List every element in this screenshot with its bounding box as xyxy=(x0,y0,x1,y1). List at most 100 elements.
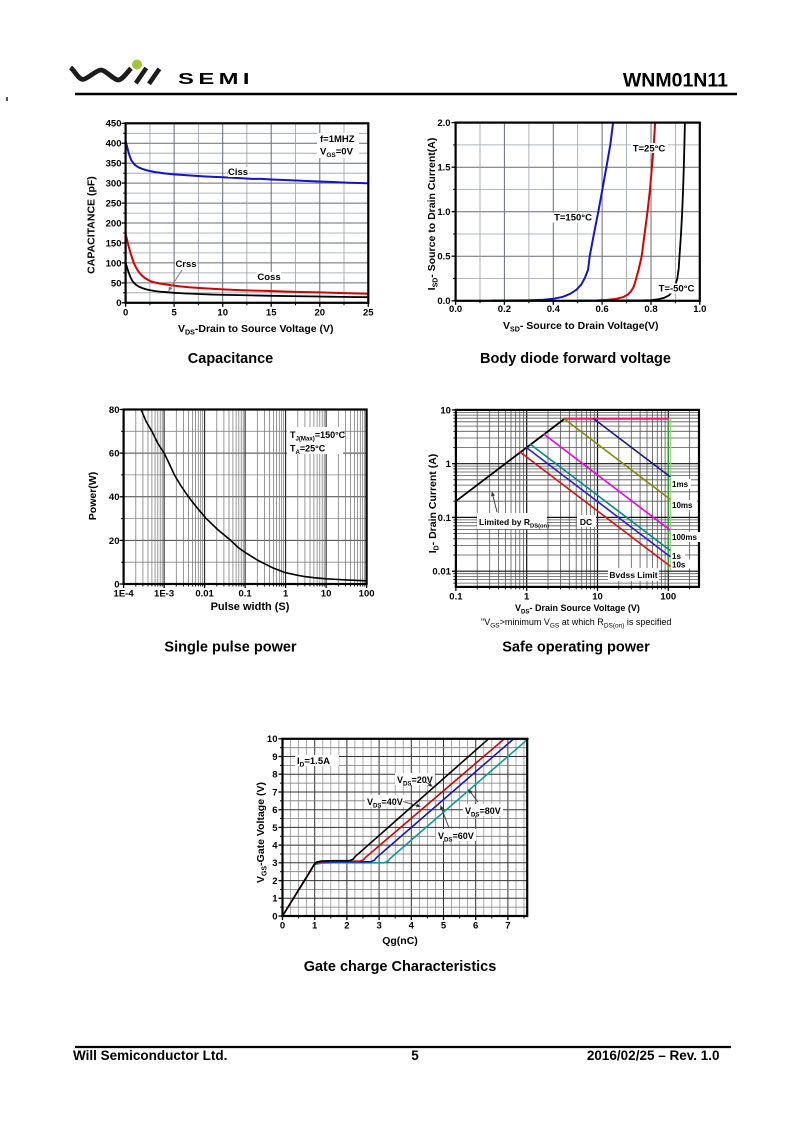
svg-text:Pulse width (S): Pulse width (S) xyxy=(211,601,290,613)
svg-text:Power(W): Power(W) xyxy=(87,472,99,520)
svg-text:2016/02/25 – Rev. 1.0: 2016/02/25 – Rev. 1.0 xyxy=(587,1048,720,1063)
svg-text:1s: 1s xyxy=(672,552,681,561)
svg-text:Ciss: Ciss xyxy=(228,167,248,178)
svg-text:1E-4: 1E-4 xyxy=(114,589,135,600)
svg-text:0.01: 0.01 xyxy=(195,589,214,600)
svg-text:VDS​=40V: VDS​=40V xyxy=(367,797,403,810)
svg-text:2.0: 2.0 xyxy=(437,118,450,129)
svg-text:10: 10 xyxy=(440,405,451,416)
svg-text:20: 20 xyxy=(315,307,326,318)
svg-text:VDS​=80V: VDS​=80V xyxy=(465,806,501,819)
svg-text:2: 2 xyxy=(272,876,277,887)
svg-text:ID​- Drain Current (A): ID​- Drain Current (A) xyxy=(427,454,441,554)
svg-text:SEMI: SEMI xyxy=(178,71,254,88)
svg-text:VGS​-Gate Voltage (V): VGS​-Gate Voltage (V) xyxy=(255,782,269,883)
svg-text:10ms: 10ms xyxy=(672,501,693,510)
svg-text:25: 25 xyxy=(363,307,374,318)
svg-text:Single pulse power: Single pulse power xyxy=(164,640,296,656)
svg-text:0.1: 0.1 xyxy=(438,513,452,524)
svg-text:1: 1 xyxy=(524,591,530,602)
svg-text:Safe operating power: Safe operating power xyxy=(502,640,650,656)
svg-text:7: 7 xyxy=(272,787,277,798)
svg-text:450: 450 xyxy=(106,119,122,130)
svg-text:400: 400 xyxy=(106,139,122,150)
svg-text:DC: DC xyxy=(580,517,592,527)
svg-text:6: 6 xyxy=(473,921,478,932)
svg-text:0.8: 0.8 xyxy=(644,304,657,315)
svg-text:Gate charge Characteristics: Gate charge Characteristics xyxy=(304,959,497,975)
svg-text:Crss: Crss xyxy=(175,259,196,270)
svg-text:VDS​- Drain Source Voltage (V): VDS​- Drain Source Voltage (V) xyxy=(515,603,640,616)
svg-text:ID​=1.5A: ID​=1.5A xyxy=(297,756,330,769)
svg-text:0.01: 0.01 xyxy=(432,567,451,578)
svg-text:1: 1 xyxy=(312,921,318,932)
svg-text:300: 300 xyxy=(106,179,122,190)
svg-text:1E-3: 1E-3 xyxy=(154,589,174,600)
svg-text:1.0: 1.0 xyxy=(437,207,450,218)
svg-text:0.0: 0.0 xyxy=(437,296,450,307)
svg-text:0: 0 xyxy=(114,579,119,590)
svg-text:0.2: 0.2 xyxy=(498,304,511,315)
svg-text:VGS​=0V: VGS​=0V xyxy=(320,147,354,160)
svg-text:100: 100 xyxy=(660,591,676,602)
svg-text:1: 1 xyxy=(272,894,278,905)
svg-text:100: 100 xyxy=(106,258,122,269)
svg-text:10s: 10s xyxy=(672,561,686,570)
svg-text:VSD​- Source to Drain Voltage(: VSD​- Source to Drain Voltage(V) xyxy=(503,320,659,334)
svg-text:VDS​=60V: VDS​=60V xyxy=(438,831,474,844)
svg-text:Will Semiconductor Ltd.: Will Semiconductor Ltd. xyxy=(73,1048,227,1063)
svg-text:1.0: 1.0 xyxy=(693,304,706,315)
svg-text:80: 80 xyxy=(109,405,120,416)
svg-text:3: 3 xyxy=(376,921,381,932)
svg-text:1: 1 xyxy=(283,589,289,600)
svg-text:0: 0 xyxy=(280,921,285,932)
svg-text:10: 10 xyxy=(592,591,603,602)
svg-text:3: 3 xyxy=(272,858,277,869)
svg-text:6: 6 xyxy=(272,805,277,816)
svg-text:100ms: 100ms xyxy=(672,533,697,542)
svg-text:250: 250 xyxy=(106,199,122,210)
svg-text:60: 60 xyxy=(109,449,120,460)
svg-text:9: 9 xyxy=(272,752,277,763)
svg-text:0.5: 0.5 xyxy=(437,252,451,263)
svg-text:0.1: 0.1 xyxy=(238,589,252,600)
svg-text:Limited by RDS(on)​: Limited by RDS(on)​ xyxy=(479,517,549,530)
svg-text:0: 0 xyxy=(272,911,277,922)
svg-text:100: 100 xyxy=(359,589,375,600)
svg-text:5: 5 xyxy=(171,307,177,318)
svg-text:ISD​- Source to Drain Current(: ISD​- Source to Drain Current(A) xyxy=(426,138,440,291)
svg-text:0: 0 xyxy=(116,298,121,309)
svg-text:150: 150 xyxy=(106,238,122,249)
svg-text:0.0: 0.0 xyxy=(449,304,462,315)
svg-text:350: 350 xyxy=(106,159,122,170)
svg-text:0: 0 xyxy=(123,307,128,318)
svg-text:T=25°C: T=25°C xyxy=(633,144,666,155)
svg-text:1: 1 xyxy=(446,459,452,470)
svg-text:8: 8 xyxy=(272,770,277,781)
svg-text:f=1MHZ: f=1MHZ xyxy=(320,134,355,145)
svg-text:5: 5 xyxy=(441,921,447,932)
svg-text:50: 50 xyxy=(111,278,122,289)
svg-text:T=-50°C: T=-50°C xyxy=(659,284,695,295)
svg-text:"VGS​>minimum VGS​ at which RD: "VGS​>minimum VGS​ at which RDS(on)​ is … xyxy=(481,617,671,630)
svg-text:CAPACITANCE (pF): CAPACITANCE (pF) xyxy=(86,176,98,274)
svg-text:0.6: 0.6 xyxy=(595,304,608,315)
svg-text:VDS​=20V: VDS​=20V xyxy=(397,775,433,788)
svg-text:T=150°C: T=150°C xyxy=(554,213,592,224)
svg-text:2: 2 xyxy=(344,921,349,932)
svg-text:10: 10 xyxy=(217,307,228,318)
svg-text:4: 4 xyxy=(272,841,278,852)
svg-text:WNM01N11: WNM01N11 xyxy=(623,70,728,92)
svg-text:0.4: 0.4 xyxy=(547,304,561,315)
svg-text:1.5: 1.5 xyxy=(437,163,451,174)
svg-text:200: 200 xyxy=(106,218,122,229)
svg-text:Body diode forward voltage: Body diode forward voltage xyxy=(480,351,671,367)
svg-text:TA​=25°C: TA​=25°C xyxy=(290,444,326,457)
svg-text:5: 5 xyxy=(411,1048,419,1063)
svg-text:1ms: 1ms xyxy=(672,480,689,489)
svg-text:VDS​-Drain to Source Voltage (: VDS​-Drain to Source Voltage (V) xyxy=(178,323,334,337)
svg-text:5: 5 xyxy=(272,823,278,834)
svg-text:7: 7 xyxy=(505,921,510,932)
svg-text:Bvdss Limit: Bvdss Limit xyxy=(609,570,657,580)
svg-text:20: 20 xyxy=(109,536,120,547)
